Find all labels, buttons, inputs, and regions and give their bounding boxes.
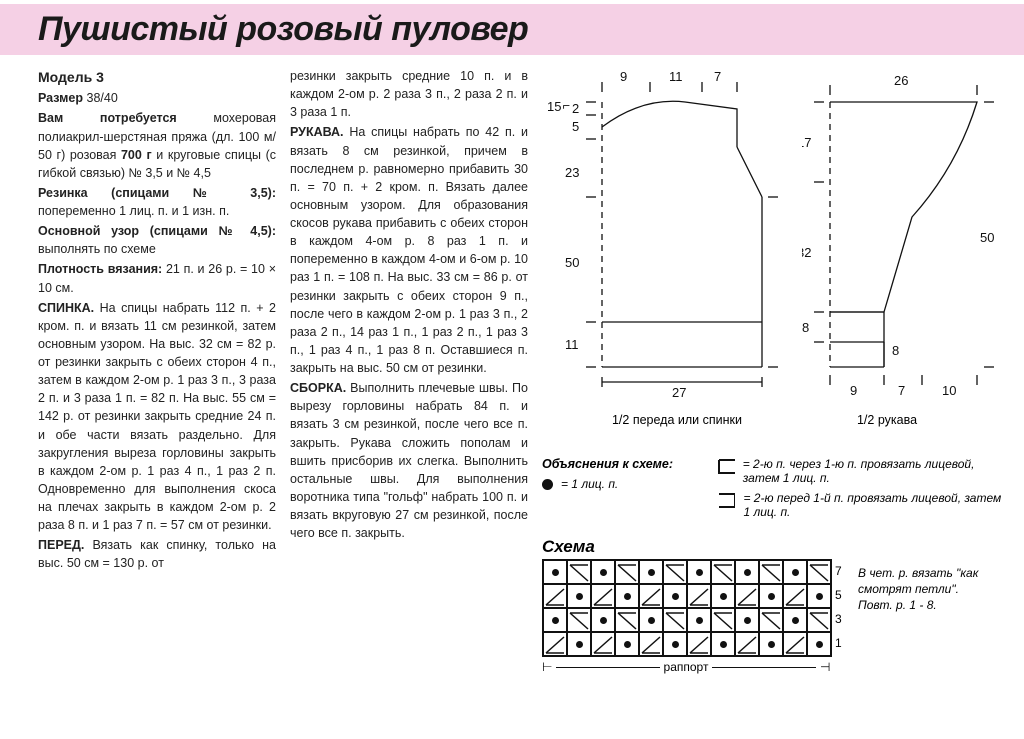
chart-cell xyxy=(783,584,807,608)
chart-cell xyxy=(567,608,591,632)
front-continued: резинки закрыть средние 10 п. и в каждом… xyxy=(290,67,528,121)
chart-cell: 5 xyxy=(807,584,831,608)
model-heading: Модель 3 xyxy=(38,67,276,87)
chart-cell xyxy=(639,584,663,608)
chart-cell xyxy=(711,560,735,584)
chart-cell xyxy=(543,608,567,632)
text-column-1: Модель 3 Размер 38/40 Вам потребуется мо… xyxy=(38,67,276,575)
chart-cell xyxy=(639,560,663,584)
chart-cell xyxy=(759,584,783,608)
legend-i: = 2-ю перед 1-й п. провязать лицевой, за… xyxy=(717,491,1002,519)
svg-text:17: 17 xyxy=(802,135,811,150)
chart-cell xyxy=(711,584,735,608)
svg-text:8: 8 xyxy=(802,320,809,335)
chart-cell xyxy=(687,632,711,656)
chart-cell xyxy=(711,608,735,632)
svg-text:23: 23 xyxy=(565,165,579,180)
n-symbol-icon xyxy=(717,457,735,475)
chart-cell xyxy=(615,584,639,608)
i-symbol-icon xyxy=(717,491,735,509)
chart-cell xyxy=(591,632,615,656)
size-line: Размер 38/40 xyxy=(38,89,276,107)
chart-cell xyxy=(543,584,567,608)
text-column-2: резинки закрыть средние 10 п. и в каждом… xyxy=(290,67,528,575)
svg-text:50: 50 xyxy=(565,255,579,270)
stitch-chart: 7531 ⊢раппорт⊣ xyxy=(542,559,832,674)
svg-text:26: 26 xyxy=(894,73,908,88)
chart-cell: 7 xyxy=(807,560,831,584)
chart-cell xyxy=(687,608,711,632)
svg-text:5: 5 xyxy=(572,119,579,134)
dot-icon xyxy=(542,479,553,490)
chart-cell xyxy=(639,632,663,656)
chart-cell: 3 xyxy=(807,608,831,632)
svg-text:32: 32 xyxy=(802,245,811,260)
rib-pattern: Резинка (спицами № 3,5): попеременно 1 л… xyxy=(38,184,276,220)
chart-cell xyxy=(543,632,567,656)
chart-cell xyxy=(783,560,807,584)
content-area: Модель 3 Размер 38/40 Вам потребуется мо… xyxy=(0,67,1024,575)
chart-cell xyxy=(783,608,807,632)
svg-text:11: 11 xyxy=(669,69,683,84)
main-pattern: Основной узор (спицами № 4,5): выполнять… xyxy=(38,222,276,258)
body-schematic: 9 11 7 2 5 23 50 11 15⌐ 27 xyxy=(542,67,797,447)
legend-dot: = 1 лиц. п. xyxy=(542,477,687,491)
chart-cell xyxy=(591,608,615,632)
back-section: СПИНКА. На спицы набрать 112 п. + 2 кром… xyxy=(38,299,276,535)
svg-text:10: 10 xyxy=(942,383,956,398)
svg-text:2: 2 xyxy=(572,101,579,116)
svg-text:7: 7 xyxy=(714,69,721,84)
right-panel: 9 11 7 2 5 23 50 11 15⌐ 27 1/2 переда и xyxy=(542,67,1006,575)
svg-text:9: 9 xyxy=(850,383,857,398)
chart-cell xyxy=(759,608,783,632)
chart-cell xyxy=(591,560,615,584)
chart-cell xyxy=(663,560,687,584)
legend-n: = 2-ю п. через 1-ю п. провязать лицевой,… xyxy=(717,457,1002,485)
svg-text:9: 9 xyxy=(620,69,627,84)
chart-cell xyxy=(567,584,591,608)
chart-cell xyxy=(735,584,759,608)
chart-cell xyxy=(663,608,687,632)
chart-cell xyxy=(759,632,783,656)
chart-cell xyxy=(735,632,759,656)
legend-title: Объяснения к схеме: xyxy=(542,457,687,471)
chart-cell xyxy=(615,608,639,632)
assembly-section: СБОРКА. Выполнить плечевые швы. По вырез… xyxy=(290,379,528,542)
scheme-label: Схема xyxy=(542,537,832,557)
front-section-start: ПЕРЕД. Вязать как спинку, только на выс.… xyxy=(38,536,276,572)
sleeve-caption: 1/2 рукава xyxy=(812,413,962,427)
sleeves-section: РУКАВА. На спицы набрать по 42 п. и вяза… xyxy=(290,123,528,377)
svg-text:7: 7 xyxy=(898,383,905,398)
chart-cell xyxy=(783,632,807,656)
chart-cell xyxy=(543,560,567,584)
chart-cell xyxy=(567,632,591,656)
gauge: Плотность вязания: 21 п. и 26 р. = 10 × … xyxy=(38,260,276,296)
title-bar: Пушистый розовый пуловер xyxy=(0,4,1024,55)
rapport-label: ⊢раппорт⊣ xyxy=(542,660,830,674)
svg-text:27: 27 xyxy=(672,385,686,400)
chart-cell xyxy=(687,560,711,584)
chart-cell xyxy=(567,560,591,584)
chart-cell xyxy=(687,584,711,608)
svg-text:15⌐: 15⌐ xyxy=(547,98,570,114)
body-caption: 1/2 переда или спинки xyxy=(582,413,772,427)
chart-cell xyxy=(663,584,687,608)
chart-cell xyxy=(615,560,639,584)
chart-cell xyxy=(639,608,663,632)
chart-cell xyxy=(615,632,639,656)
svg-text:8: 8 xyxy=(892,343,899,358)
svg-text:11: 11 xyxy=(565,337,579,352)
svg-text:50: 50 xyxy=(980,230,994,245)
chart-cell xyxy=(663,632,687,656)
chart-cell: 1 xyxy=(807,632,831,656)
chart-cell xyxy=(711,632,735,656)
sleeve-schematic: 26 17 32 8 50 9 7 10 8 xyxy=(802,67,1002,447)
page-title: Пушистый розовый пуловер xyxy=(38,10,986,49)
chart-cell xyxy=(591,584,615,608)
chart-cell xyxy=(759,560,783,584)
chart-note: В чет. р. вязать "как смотрят петли". По… xyxy=(858,565,998,614)
chart-cell xyxy=(735,608,759,632)
chart-cell xyxy=(735,560,759,584)
materials: Вам потребуется мохеровая полиакрил-шерс… xyxy=(38,109,276,182)
